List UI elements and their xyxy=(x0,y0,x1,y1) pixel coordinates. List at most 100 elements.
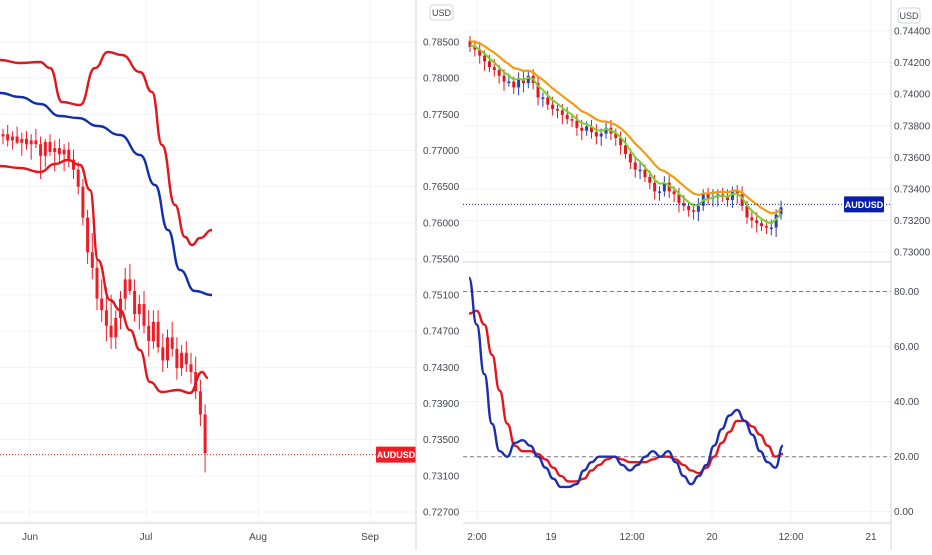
right-currency-badge-box[interactable] xyxy=(897,7,921,24)
candle-body xyxy=(677,194,681,203)
right-price-tick: 0.73600 xyxy=(894,153,931,164)
candle[interactable] xyxy=(161,333,165,373)
candle[interactable] xyxy=(198,379,202,427)
candle[interactable] xyxy=(526,70,530,89)
candle[interactable] xyxy=(142,290,146,334)
left-price-chart[interactable]: AUDUSD xyxy=(0,50,416,473)
candle[interactable] xyxy=(658,186,662,201)
candle[interactable] xyxy=(123,267,127,311)
right-time-tick: 20 xyxy=(706,532,718,543)
candle[interactable] xyxy=(29,134,33,160)
osc-slow-line xyxy=(468,309,784,483)
left-currency-badge-box[interactable] xyxy=(429,4,454,21)
candle[interactable] xyxy=(57,138,61,162)
candle[interactable] xyxy=(706,187,710,206)
candle[interactable] xyxy=(541,92,545,107)
candle[interactable] xyxy=(25,131,28,150)
candle[interactable] xyxy=(750,210,754,229)
candle[interactable] xyxy=(696,197,700,222)
candle[interactable] xyxy=(53,140,57,172)
candle[interactable] xyxy=(147,310,151,357)
candle[interactable] xyxy=(6,124,10,147)
candle[interactable] xyxy=(677,187,681,213)
candle[interactable] xyxy=(180,344,184,376)
candle[interactable] xyxy=(760,218,764,232)
candle[interactable] xyxy=(633,156,637,178)
candle[interactable] xyxy=(1,128,5,145)
candle-body xyxy=(555,109,559,111)
candle[interactable] xyxy=(128,263,132,295)
candle[interactable] xyxy=(86,209,90,264)
candle[interactable] xyxy=(48,134,52,156)
candle-body xyxy=(468,41,472,47)
right-currency-badge: USD xyxy=(899,11,919,21)
candle[interactable] xyxy=(133,279,137,322)
candle[interactable] xyxy=(43,138,47,168)
candle[interactable] xyxy=(151,310,155,349)
candle[interactable] xyxy=(95,256,99,311)
candle-body xyxy=(706,194,710,199)
candle-body xyxy=(48,141,52,152)
candle[interactable] xyxy=(62,144,66,172)
candle[interactable] xyxy=(175,337,179,380)
candle-body xyxy=(696,205,700,212)
candle[interactable] xyxy=(619,131,623,155)
oscillator-pane[interactable] xyxy=(463,276,891,489)
osc-tick: 60.00 xyxy=(894,342,919,353)
candle[interactable] xyxy=(521,70,525,93)
candle-body xyxy=(151,321,155,342)
candle[interactable] xyxy=(10,131,14,150)
candle[interactable] xyxy=(628,148,632,170)
candle[interactable] xyxy=(189,352,193,384)
candle[interactable] xyxy=(114,310,118,349)
candle[interactable] xyxy=(203,404,207,473)
candle[interactable] xyxy=(137,294,141,330)
candle[interactable] xyxy=(662,176,666,197)
candle[interactable] xyxy=(594,124,598,145)
candle[interactable] xyxy=(20,132,24,156)
candle[interactable] xyxy=(72,149,75,179)
candle[interactable] xyxy=(468,36,472,52)
candle[interactable] xyxy=(109,294,113,349)
candle[interactable] xyxy=(34,128,38,149)
candle[interactable] xyxy=(536,75,540,106)
candle[interactable] xyxy=(67,141,71,168)
candle[interactable] xyxy=(774,209,778,237)
candle[interactable] xyxy=(473,40,477,57)
candle[interactable] xyxy=(570,114,574,128)
candle-body xyxy=(526,75,530,84)
candle[interactable] xyxy=(184,341,188,373)
candle-body xyxy=(128,279,132,291)
candle[interactable] xyxy=(555,103,559,119)
candle-body xyxy=(43,141,47,156)
candle-body xyxy=(580,127,584,131)
right-price-chart[interactable]: AUDUSD xyxy=(463,36,891,237)
candle-body xyxy=(687,205,691,211)
candle-body xyxy=(39,144,43,156)
candle[interactable] xyxy=(565,106,569,125)
candle[interactable] xyxy=(15,126,19,145)
candle[interactable] xyxy=(166,329,169,369)
candle[interactable] xyxy=(624,137,627,159)
candle[interactable] xyxy=(170,321,174,357)
candle[interactable] xyxy=(589,119,593,139)
candle[interactable] xyxy=(478,41,482,64)
candle[interactable] xyxy=(90,233,94,280)
lower-band-line xyxy=(0,158,209,395)
candle[interactable] xyxy=(76,161,80,195)
candle[interactable] xyxy=(575,114,579,136)
candle-body xyxy=(133,290,137,315)
candle-body xyxy=(648,176,652,183)
candle[interactable] xyxy=(614,128,618,146)
candle[interactable] xyxy=(638,161,642,180)
candle[interactable] xyxy=(100,279,104,322)
candle-body xyxy=(628,153,632,163)
candle[interactable] xyxy=(156,310,160,353)
candle-body xyxy=(507,81,511,84)
candle[interactable] xyxy=(81,178,85,226)
candle-body xyxy=(512,81,516,88)
candle[interactable] xyxy=(517,72,521,96)
fast-moving-average-line xyxy=(469,44,782,225)
candle-body xyxy=(575,120,579,128)
